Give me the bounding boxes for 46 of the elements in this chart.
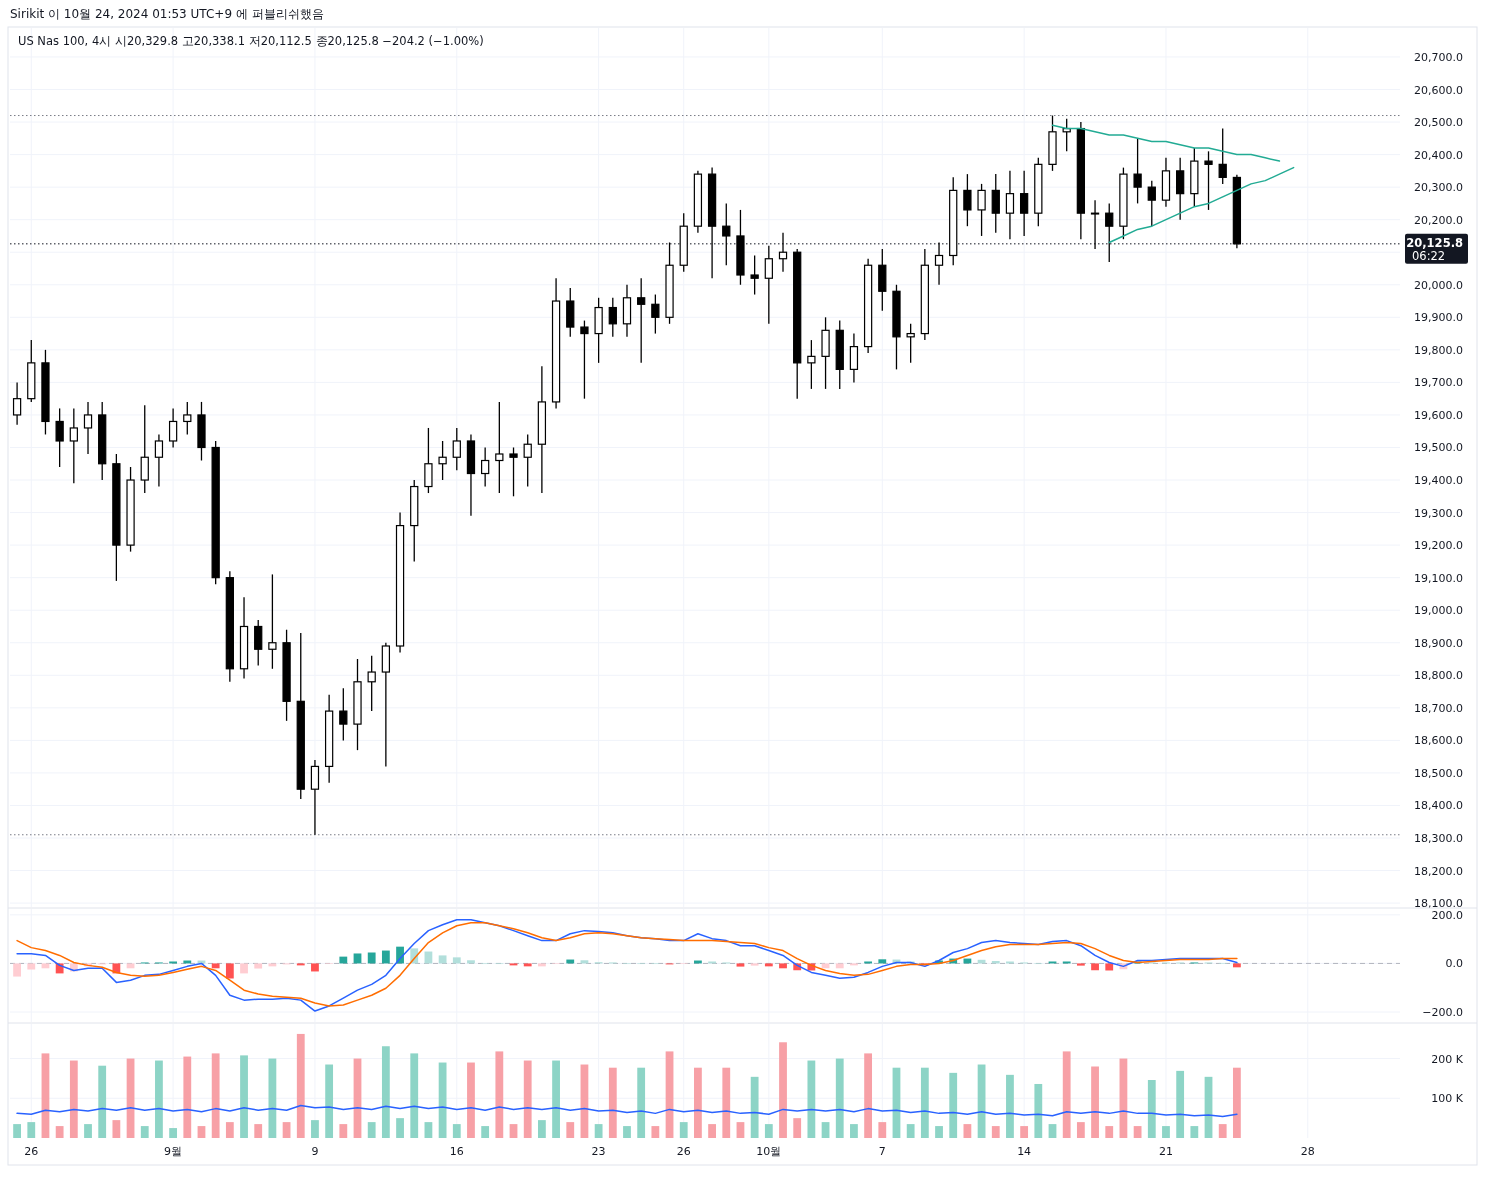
y-tick-label: −200.0	[1422, 1006, 1463, 1020]
y-tick-label: 18,700.0	[1414, 701, 1463, 715]
x-tick-label: 28	[1300, 1145, 1315, 1158]
y-tick-label: 20,700.0	[1414, 50, 1463, 64]
y-tick-label: 19,300.0	[1414, 506, 1463, 520]
ref-line-label: 20,125.8	[1406, 235, 1463, 250]
y-tick-label: 200 K	[1431, 1052, 1464, 1066]
y-tick-label: 19,600.0	[1414, 408, 1463, 422]
y-tick-label: 18,500.0	[1414, 766, 1463, 780]
y-tick-label: 18,100.0	[1414, 897, 1463, 911]
y-tick-label: 18,900.0	[1414, 636, 1463, 650]
x-tick-label: 26	[676, 1145, 691, 1158]
y-tick-label: 19,400.0	[1414, 474, 1463, 488]
y-tick-label: 18,400.0	[1414, 799, 1463, 813]
x-tick-label: 7	[878, 1145, 886, 1158]
y-tick-label: 19,800.0	[1414, 343, 1463, 357]
y-tick-label: 0.0	[1445, 957, 1463, 971]
y-tick-label: 20,300.0	[1414, 181, 1463, 195]
x-tick-label: 26	[24, 1145, 39, 1158]
text: 06:22	[1412, 248, 1446, 263]
x-tick-label: 10월	[756, 1145, 782, 1158]
x-tick-label: 16	[449, 1145, 464, 1158]
y-tick-label: 18,800.0	[1414, 669, 1463, 683]
y-tick-label: 19,700.0	[1414, 376, 1463, 390]
chart-title: Sirikit 이 10월 24, 2024 01:53 UTC+9 에 퍼블리쉬했음	[10, 7, 324, 21]
y-tick-label: 20,200.0	[1414, 213, 1463, 227]
x-tick-label: 9월	[164, 1145, 183, 1158]
y-tick-label: 20,000.0	[1414, 278, 1463, 292]
y-tick-label: 19,900.0	[1414, 311, 1463, 325]
x-tick-label: 23	[591, 1145, 606, 1158]
y-tick-label: 20,500.0	[1414, 116, 1463, 130]
y-tick-label: 18,300.0	[1414, 832, 1463, 846]
y-tick-label: 19,000.0	[1414, 604, 1463, 618]
y-tick-label: 200.0	[1431, 908, 1463, 922]
y-tick-label: 20,400.0	[1414, 148, 1463, 162]
y-tick-label: 19,500.0	[1414, 441, 1463, 455]
y-tick-label: 100 K	[1431, 1092, 1464, 1106]
text: US Nas 100, 4시 시20,329.8 고20,338.1 저20,112.5 종20,125.8 −204.2 (−1.00%)	[18, 34, 484, 48]
y-tick-label: 18,200.0	[1414, 864, 1463, 878]
y-tick-label: 20,600.0	[1414, 83, 1463, 97]
y-tick-label: 19,200.0	[1414, 539, 1463, 553]
x-tick-label: 9	[311, 1145, 319, 1158]
x-tick-label: 14	[1017, 1145, 1032, 1158]
y-tick-label: 18,600.0	[1414, 734, 1463, 748]
y-tick-label: 19,100.0	[1414, 571, 1463, 585]
x-tick-label: 21	[1158, 1145, 1173, 1158]
